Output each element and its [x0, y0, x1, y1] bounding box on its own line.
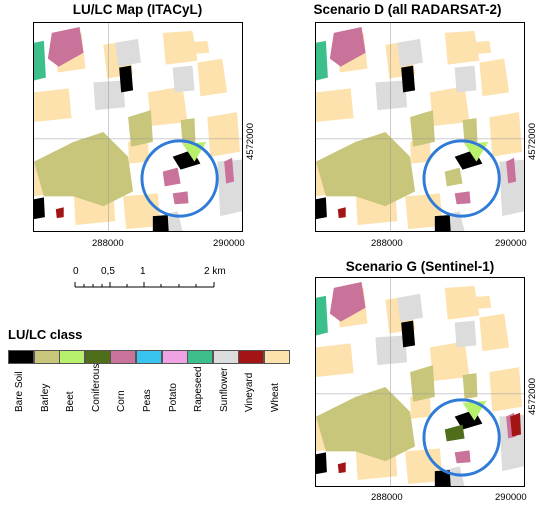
- legend-swatch-coniferous: [84, 350, 111, 364]
- map-lulc: [33, 22, 243, 232]
- legend-label-bare-soil: Bare Soil: [14, 371, 25, 412]
- map-scenario-g: [315, 277, 525, 487]
- legend-label-corn: Corn: [116, 390, 128, 412]
- legend-swatch-bare-soil: [8, 350, 34, 364]
- legend-label-potato: Potato: [167, 383, 179, 412]
- legend-label-vineyard: Vineyard: [244, 372, 256, 412]
- y-tick-4572000: 4572000: [527, 123, 538, 160]
- highlight-circle: [140, 139, 219, 218]
- legend-label-rapeseed: Rapeseed: [193, 366, 205, 412]
- legend-swatch-potato: [161, 350, 188, 364]
- x-tick-288000: 288000: [92, 238, 124, 249]
- legend-swatch-beet: [59, 350, 86, 364]
- map-title-scenario-g: Scenario G (Sentinel-1): [345, 259, 495, 274]
- legend-title: LU/LC class: [8, 327, 83, 342]
- legend-swatch-corn: [110, 350, 137, 364]
- legend-swatch-wheat: [264, 350, 290, 364]
- map-scenario-d: [315, 22, 525, 232]
- map-scenario-d-canvas: [316, 23, 524, 231]
- highlight-circle: [422, 139, 501, 218]
- x-tick-290000: 290000: [495, 238, 527, 249]
- scale-label-2km: 2 km: [204, 266, 226, 277]
- x-tick-288000: 288000: [371, 492, 403, 503]
- legend-swatch-peas: [136, 350, 162, 364]
- y-tick-4572000: 4572000: [245, 123, 256, 160]
- x-tick-290000: 290000: [213, 238, 245, 249]
- scale-bar: [74, 282, 215, 288]
- scale-label-half: 0,5: [101, 266, 115, 277]
- y-tick-4572000: 4572000: [527, 378, 538, 415]
- legend-label-coniferous: Coniferous: [90, 363, 102, 412]
- legend-swatch-rapeseed: [187, 350, 214, 364]
- scale-label-0: 0: [73, 266, 79, 277]
- legend-label-peas: Peas: [142, 389, 153, 412]
- legend-label-barley: Barley: [39, 383, 51, 412]
- map-title-lulc: LU/LC Map (ITACyL): [72, 2, 203, 17]
- x-tick-290000: 290000: [495, 492, 527, 503]
- legend-swatch-vineyard: [238, 350, 265, 364]
- legend-label-beet: Beet: [65, 391, 77, 412]
- highlight-circle: [422, 398, 501, 477]
- map-scenario-g-canvas: [316, 278, 524, 486]
- x-tick-288000: 288000: [371, 238, 403, 249]
- legend-swatch-barley: [33, 350, 60, 364]
- legend-label-sunflower: Sunflower: [218, 367, 230, 412]
- scale-label-1: 1: [140, 266, 146, 277]
- legend-swatch-sunflower: [212, 350, 239, 364]
- legend-label-wheat: Wheat: [270, 383, 281, 412]
- map-lulc-canvas: [34, 23, 242, 231]
- map-title-scenario-d: Scenario D (all RADARSAT-2): [313, 2, 502, 17]
